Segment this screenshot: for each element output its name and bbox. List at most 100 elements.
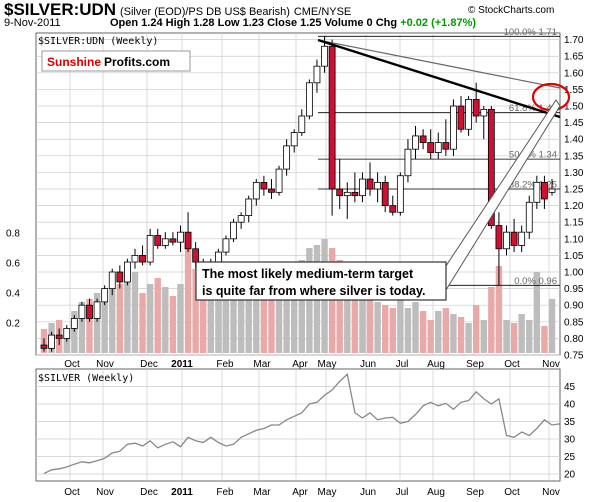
candle-body (108, 271, 116, 290)
y-tick-label: 0.80 (564, 334, 584, 345)
volume-bar (222, 281, 230, 353)
volume-bar (109, 288, 116, 353)
volume-bar (291, 269, 298, 353)
volume-bar (419, 311, 427, 353)
volume-bar (78, 302, 86, 353)
x-tick-label: Jul (396, 487, 409, 498)
chart-title: $SILVER:UDN (Silver (EOD)/PS DB US$ Bear… (4, 0, 351, 20)
candle-body (321, 45, 328, 67)
volume-bar (510, 323, 518, 353)
x-tick-label: Oct (64, 487, 80, 498)
x-tick-label: May (318, 359, 337, 370)
volume-bar (488, 287, 495, 353)
y-tick-label: 1.25 (564, 185, 584, 196)
x-tick-label: Aug (427, 359, 445, 370)
price-axis: 0.75 0.80 0.85 0.90 0.95 1.00 1.05 1.10 1.15 1.20… (6, 35, 584, 361)
candle-body (290, 132, 298, 147)
volume-bar (359, 293, 366, 353)
candle-body (366, 178, 374, 190)
candle-body (260, 181, 268, 190)
candle-body (230, 221, 237, 240)
candle-body (465, 98, 472, 130)
candle-body (48, 334, 55, 349)
volume-bar (260, 266, 268, 353)
candle-body (541, 181, 548, 200)
volume-bar (275, 275, 283, 353)
volume-bar (503, 320, 510, 353)
candle-body (381, 181, 389, 207)
candle-body (374, 181, 382, 190)
volume-bar (533, 272, 541, 353)
volume-bar (457, 317, 465, 353)
candle-body (396, 175, 404, 213)
x-tick-label: 2011 (171, 359, 193, 370)
y-tick-label: 1.50 (564, 102, 584, 113)
change-text: +0.02 (+1.87%) (400, 17, 477, 29)
y-tick-label: 40 (564, 400, 576, 411)
candle-body (495, 225, 503, 250)
x-tick-label: Nov (542, 487, 560, 498)
logo-part-2: Profits.com (104, 55, 170, 69)
volume-bar (450, 314, 457, 353)
silver-x-axis: Oct Nov Dec 2011 Feb Mar Apr May Jun Jul Aug Sep Oct… (64, 487, 560, 498)
y-tick-label: 45 (564, 382, 576, 393)
volume-bar (215, 287, 222, 353)
chart-exchange: CME/NYSE (293, 6, 352, 18)
volume-bar (177, 284, 184, 353)
volume-bar (245, 284, 252, 353)
candle-body (351, 191, 359, 197)
candle-body (457, 105, 465, 130)
y-tick-label: 1.10 (564, 234, 584, 245)
x-tick-label: Feb (216, 359, 234, 370)
candle-body (116, 271, 124, 283)
volume-bar (192, 269, 199, 353)
candle-body (86, 304, 93, 319)
main-trendline (317, 38, 561, 119)
volume-bar (541, 326, 548, 353)
volume-bar (397, 299, 404, 353)
annotation-line-2: is quite far from where silver is today. (202, 284, 425, 298)
volume-bar (442, 308, 450, 353)
candle-body (237, 215, 245, 223)
silver-panel-label: $SILVER (Weekly) (38, 373, 134, 384)
x-tick-label: Nov (96, 359, 114, 370)
volume-tick-label: 0.8 (6, 229, 20, 240)
volume-bar (86, 299, 93, 353)
price-panel-label: $SILVER:UDN (Weekly) (38, 36, 158, 47)
volume-bar (548, 299, 556, 353)
candle-body (503, 231, 510, 250)
volume-bar (374, 302, 381, 353)
candle-body (525, 201, 533, 233)
x-tick-label: Nov (542, 359, 560, 370)
candle-body (518, 231, 526, 246)
candle-body (40, 344, 48, 349)
fib-label: 38.2% 1.25 (509, 180, 557, 191)
volume-tick-label: 0.4 (6, 289, 20, 300)
x-tick-label: Jun (360, 359, 376, 370)
candle-body (389, 205, 397, 213)
x-tick-label: Mar (253, 359, 271, 370)
copyright-text: © StockCharts.com (468, 5, 554, 16)
volume-bar (283, 263, 290, 353)
chart-date: 9-Nov-2011 (4, 17, 61, 29)
x-tick-label: May (318, 487, 337, 498)
silver-line (43, 373, 560, 475)
candle-body (450, 105, 457, 150)
trend-lines (317, 38, 561, 119)
volume-tick-label: 0.6 (6, 259, 20, 270)
candle-body (177, 231, 184, 243)
x-tick-label: 2011 (171, 487, 193, 498)
fib-label: 100.0% 1.71 (504, 27, 557, 38)
volume-bar (381, 305, 389, 353)
candle-body (480, 108, 488, 117)
candle-body (472, 98, 480, 117)
candle-body (169, 238, 177, 243)
volume-bar (268, 275, 275, 353)
x-tick-label: Apr (292, 487, 308, 498)
volume-bar (389, 308, 396, 353)
y-tick-label: 20 (564, 470, 576, 481)
y-tick-label: 1.65 (564, 52, 584, 63)
chart-description: (Silver (EOD)/PS DB US$ Bearish) (119, 6, 290, 18)
x-tick-label: Jul (396, 359, 409, 370)
